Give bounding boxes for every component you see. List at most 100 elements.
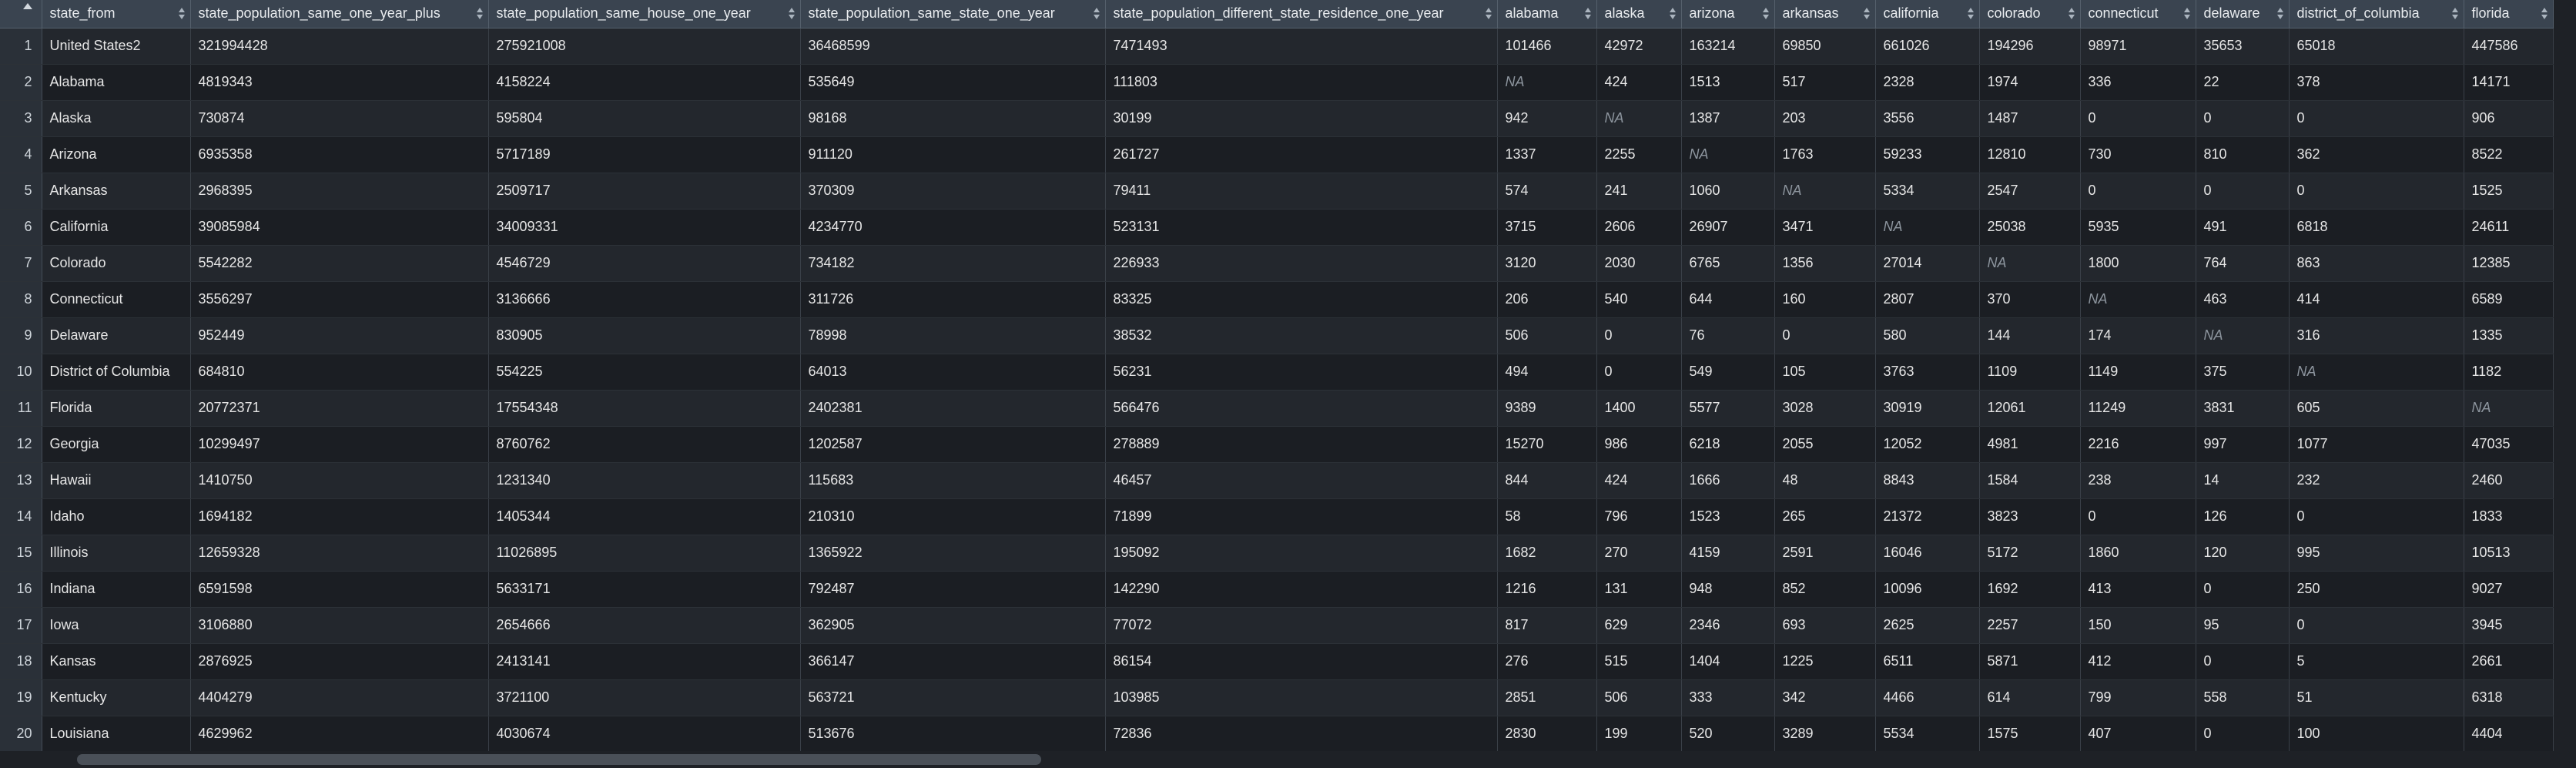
table-cell[interactable]: 333 [1681,679,1775,716]
table-cell[interactable]: 12659328 [190,535,489,572]
table-cell[interactable]: 3823 [1979,498,2081,535]
row-label-cell[interactable]: Iowa [42,607,191,644]
table-cell[interactable]: 163214 [1681,28,1775,65]
table-row[interactable]: 1 United States2 321994428 275921008 3646859… [0,28,2554,65]
table-cell[interactable]: 506 [1497,317,1597,354]
table-cell[interactable]: 199 [1596,716,1682,753]
table-cell[interactable]: 3556297 [190,281,489,318]
table-cell[interactable]: 730874 [190,100,489,137]
table-cell[interactable]: 3471 [1774,209,1876,246]
table-cell[interactable]: 3028 [1774,390,1876,427]
table-cell[interactable]: 25038 [1979,209,2081,246]
table-cell[interactable]: 1202587 [800,426,1106,463]
table-cell[interactable]: NA [1979,245,2081,282]
table-row[interactable]: 11 Florida 20772371 17554348 2402381 566476 93… [0,390,2554,427]
table-cell[interactable]: 566476 [1105,390,1498,427]
column-header-alabama[interactable]: alabama [1497,0,1597,29]
row-number-header[interactable] [0,0,42,29]
table-cell[interactable]: 852 [1774,571,1876,608]
table-cell[interactable]: 30199 [1105,100,1498,137]
table-cell[interactable]: 517 [1774,64,1876,101]
table-cell[interactable]: 0 [2196,643,2290,680]
table-cell[interactable]: 863 [2289,245,2464,282]
row-label-cell[interactable]: Colorado [42,245,191,282]
table-cell[interactable]: 3721100 [488,679,801,716]
table-cell[interactable]: 515 [1596,643,1682,680]
table-cell[interactable]: 2030 [1596,245,1682,282]
table-cell[interactable]: NA [1596,100,1682,137]
table-cell[interactable]: 5172 [1979,535,2081,572]
table-cell[interactable]: 4158224 [488,64,801,101]
table-cell[interactable]: 47035 [2464,426,2554,463]
table-row[interactable]: 19 Kentucky 4404279 3721100 563721 103985 2851… [0,679,2554,716]
table-cell[interactable]: 463 [2196,281,2290,318]
table-cell[interactable]: 796 [1596,498,1682,535]
table-cell[interactable]: 506 [1596,679,1682,716]
horizontal-scrollbar-thumb[interactable] [77,754,1041,765]
sort-icon[interactable] [178,7,186,21]
table-cell[interactable]: 79411 [1105,173,1498,210]
table-cell[interactable]: 8843 [1875,462,1980,499]
table-cell[interactable]: 911120 [800,136,1106,173]
sort-icon[interactable] [2451,7,2459,21]
table-row[interactable]: 4 Arizona 6935358 5717189 911120 261727 1337 22… [0,136,2554,173]
table-cell[interactable]: 2257 [1979,607,2081,644]
table-cell[interactable]: 375 [2196,354,2290,391]
table-cell[interactable]: 51 [2289,679,2464,716]
table-cell[interactable]: 2413141 [488,643,801,680]
table-cell[interactable]: 0 [2080,100,2196,137]
sort-icon[interactable] [2276,7,2284,21]
table-cell[interactable]: 1337 [1497,136,1597,173]
table-cell[interactable]: 5633171 [488,571,801,608]
sort-icon[interactable] [1762,7,1770,21]
table-cell[interactable]: 241 [1596,173,1682,210]
column-header-connecticut[interactable]: connecticut [2080,0,2196,29]
table-cell[interactable]: 316 [2289,317,2464,354]
table-cell[interactable]: 276 [1497,643,1597,680]
sort-icon[interactable] [1967,7,1975,21]
table-cell[interactable]: 830905 [488,317,801,354]
table-cell[interactable]: 6318 [2464,679,2554,716]
table-cell[interactable]: 494 [1497,354,1597,391]
table-cell[interactable]: 370 [1979,281,2081,318]
table-cell[interactable]: 1216 [1497,571,1597,608]
table-row[interactable]: 10 District of Columbia 684810 554225 64013 5… [0,354,2554,391]
column-header-state-population-same-state-one-year[interactable]: state_population_same_state_one_year [800,0,1106,29]
sort-icon[interactable] [2068,7,2075,21]
sort-icon[interactable] [2541,7,2548,21]
table-cell[interactable]: 3136666 [488,281,801,318]
table-cell[interactable]: 370309 [800,173,1106,210]
table-cell[interactable]: 42972 [1596,28,1682,65]
table-row[interactable]: 13 Hawaii 1410750 1231340 115683 46457 844 424 1… [0,462,2554,499]
table-cell[interactable]: 0 [2289,100,2464,137]
table-cell[interactable]: 0 [2289,498,2464,535]
table-cell[interactable]: 9389 [1497,390,1597,427]
table-cell[interactable]: 311726 [800,281,1106,318]
row-label-cell[interactable]: California [42,209,191,246]
table-row[interactable]: 18 Kansas 2876925 2413141 366147 86154 276 515 1… [0,643,2554,680]
table-cell[interactable]: NA [2196,317,2290,354]
table-cell[interactable]: 2830 [1497,716,1597,753]
row-label-cell[interactable]: Arkansas [42,173,191,210]
table-cell[interactable]: 26907 [1681,209,1775,246]
table-cell[interactable]: 6511 [1875,643,1980,680]
table-cell[interactable]: 1523 [1681,498,1775,535]
table-cell[interactable]: 4819343 [190,64,489,101]
column-header-california[interactable]: california [1875,0,1980,29]
table-cell[interactable]: 30919 [1875,390,1980,427]
table-cell[interactable]: 6818 [2289,209,2464,246]
table-cell[interactable]: 734182 [800,245,1106,282]
table-cell[interactable]: 1800 [2080,245,2196,282]
table-cell[interactable]: 1513 [1681,64,1775,101]
table-cell[interactable]: 10096 [1875,571,1980,608]
table-cell[interactable]: 76 [1681,317,1775,354]
table-cell[interactable]: 6589 [2464,281,2554,318]
table-cell[interactable]: 3289 [1774,716,1876,753]
row-label-cell[interactable]: Idaho [42,498,191,535]
table-cell[interactable]: 24611 [2464,209,2554,246]
table-cell[interactable]: NA [2464,390,2554,427]
table-cell[interactable]: 644 [1681,281,1775,318]
table-cell[interactable]: 3763 [1875,354,1980,391]
table-cell[interactable]: 2654666 [488,607,801,644]
table-cell[interactable]: 5935 [2080,209,2196,246]
